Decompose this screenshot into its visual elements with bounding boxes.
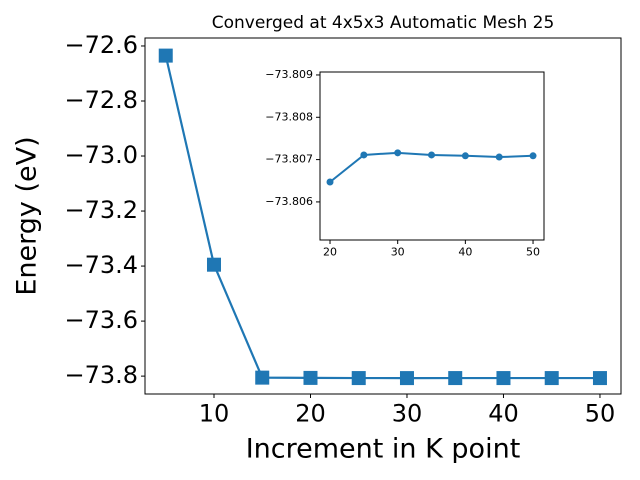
x-tick-label: 30	[391, 246, 405, 259]
marker	[495, 153, 503, 161]
x-tick-label: 40	[458, 246, 472, 259]
x-tick-label: 20	[323, 246, 337, 259]
marker	[303, 370, 318, 385]
y-tick-label: −72.8	[64, 86, 138, 114]
chart-title: Converged at 4x5x3 Automatic Mesh 25	[212, 13, 555, 33]
y-tick-label: −73.0	[64, 141, 138, 169]
marker	[496, 371, 511, 386]
y-tick-label: −73.8	[64, 361, 138, 389]
marker	[255, 370, 270, 385]
marker	[206, 257, 221, 272]
marker	[448, 371, 463, 386]
y-tick-label: −73.808	[265, 110, 313, 123]
marker	[461, 152, 469, 160]
x-tick-label: 40	[488, 399, 519, 427]
x-tick-label: 30	[392, 399, 423, 427]
x-tick-label: 10	[199, 399, 230, 427]
marker	[399, 371, 414, 386]
x-axis-label: Increment in K point	[246, 434, 521, 465]
y-tick-label: −73.807	[265, 153, 313, 166]
y-tick-label: −73.809	[265, 68, 313, 81]
marker	[158, 48, 173, 63]
y-tick-label: −73.4	[64, 251, 138, 279]
x-tick-label: 50	[526, 246, 540, 259]
y-tick-label: −73.6	[64, 306, 138, 334]
x-tick-label: 20	[295, 399, 326, 427]
marker	[544, 371, 559, 386]
data-line	[164, 55, 600, 380]
y-axis-label: Energy (eV)	[12, 136, 43, 295]
y-tick-label: −72.6	[64, 31, 138, 59]
y-tick-label: −73.806	[265, 195, 313, 208]
x-tick-label: 50	[585, 399, 616, 427]
marker	[351, 371, 366, 386]
marker	[529, 152, 537, 160]
marker	[360, 151, 368, 159]
marker	[428, 151, 436, 159]
marker	[326, 178, 334, 186]
marker	[592, 371, 607, 386]
marker	[394, 149, 402, 157]
y-tick-label: −73.2	[64, 196, 138, 224]
